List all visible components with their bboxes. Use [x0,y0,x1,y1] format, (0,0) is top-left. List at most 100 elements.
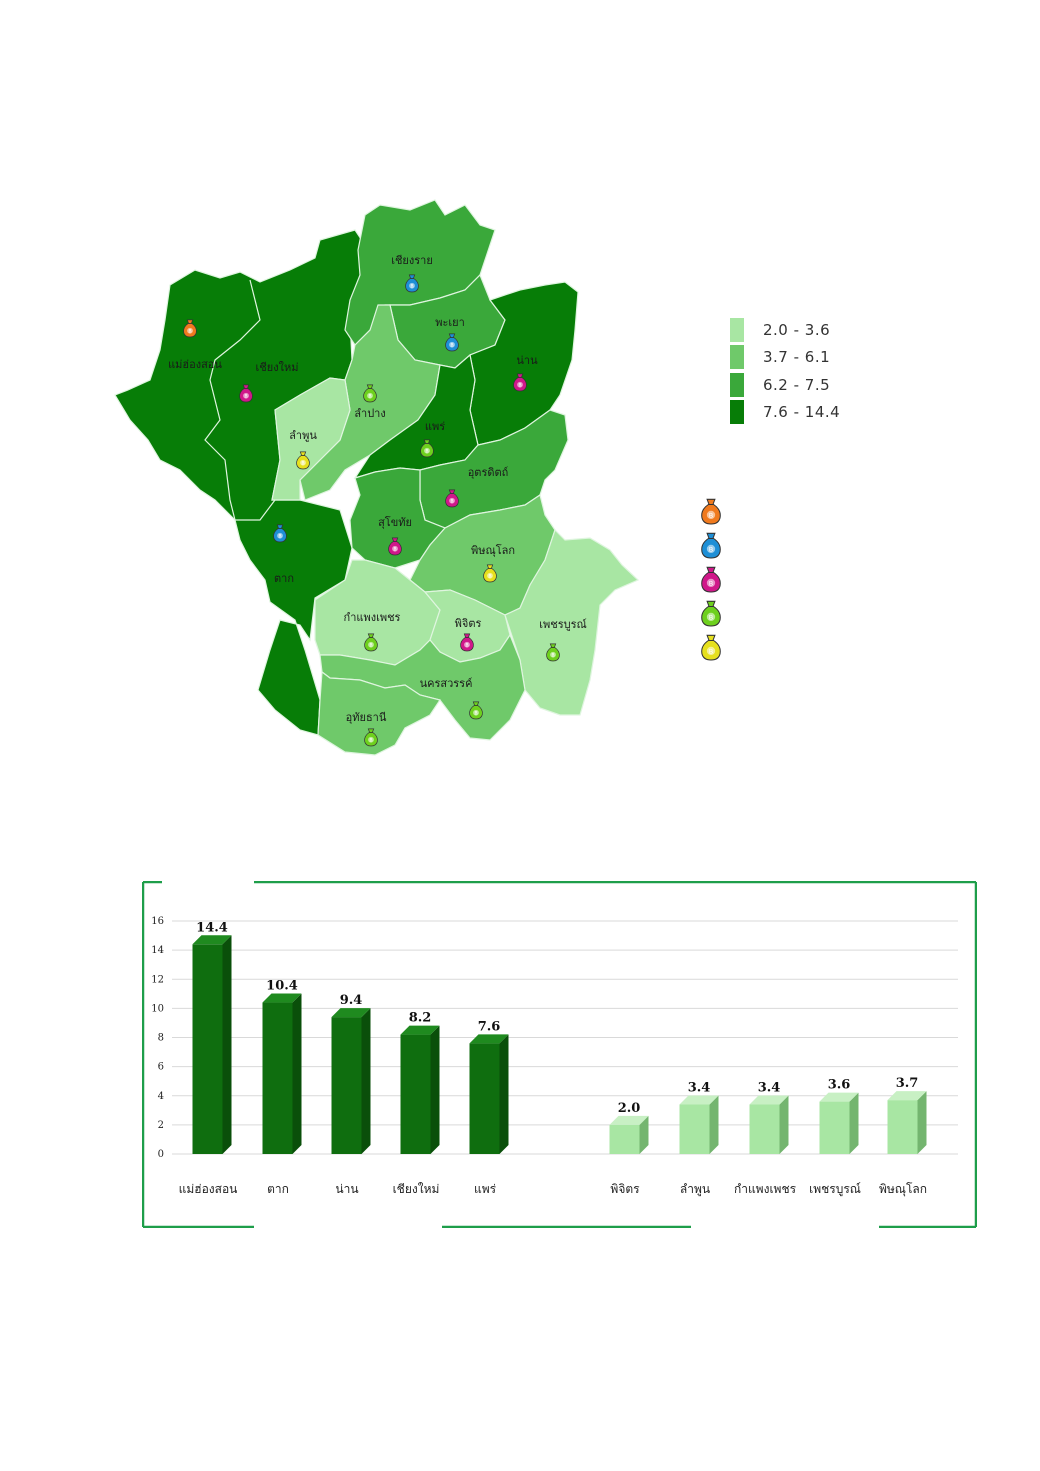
svg-text:B: B [709,614,713,622]
green-money-bag-icon: B [361,383,379,403]
legend-swatch [730,400,744,425]
y-tick-label: 16 [151,916,164,927]
bar [262,1002,293,1154]
svg-text:B: B [393,547,396,553]
legend-item: 6.2 - 7.5 [730,371,840,399]
bar-side [222,935,232,1154]
x-tick-label: ลำพูน [680,1182,710,1197]
bar-top [262,993,302,1003]
province-phetchabun [504,528,640,716]
svg-text:B: B [450,499,453,505]
province-lamphun [271,377,351,501]
province-label: น่าน [516,354,538,367]
svg-text:B: B [465,643,468,649]
legend-label: 3.7 - 6.1 [763,348,831,367]
bar-top [400,1025,440,1035]
svg-text:B: B [709,648,713,656]
bar-side [430,1025,440,1154]
province-label: แม่ฮ่องสอน [168,358,222,371]
svg-text:B: B [368,394,371,400]
svg-text:B: B [369,738,372,744]
bar-side [917,1091,927,1154]
bar-top [192,935,232,945]
province-label: อุตรดิตถ์ [467,466,509,479]
x-tick-label: ตาก [267,1182,289,1196]
province-label: นครสวรรค์ [419,677,473,690]
y-tick-label: 0 [158,1149,164,1160]
svg-text:B: B [709,512,713,520]
legend-label: 7.6 - 14.4 [763,403,841,422]
svg-text:B: B [709,546,713,554]
border-msh-cm [204,279,261,521]
province-lampang [299,304,441,501]
bar-side [779,1095,789,1154]
blue-money-bag-icon: B [403,273,421,293]
magenta-money-bag-icon: B [698,564,724,598]
data-label: 8.2 [409,1011,432,1026]
green-money-bag-icon: B [418,438,436,458]
data-label: 3.6 [828,1078,851,1093]
bar [679,1104,710,1154]
icon-legend: B B B B B [698,496,724,666]
border-cm-tak [235,499,276,521]
province-label: กำแพงเพชร [343,611,401,624]
data-label: 3.7 [896,1076,919,1091]
magenta-money-bag-icon: B [237,383,255,403]
map-legend: 2.0 - 3.6 3.7 - 6.1 6.2 - 7.5 7.6 - 14.4 [730,316,840,426]
x-tick-label: แม่ฮ่องสอน [179,1182,238,1196]
blue-money-bag-icon: B [698,530,724,564]
x-tick-label: เชียงใหม่ [393,1182,440,1196]
magenta-money-bag-icon: B [511,372,529,392]
legend-label: 6.2 - 7.5 [763,375,831,394]
orange-money-bag-icon: B [181,318,199,338]
map-svg [114,199,640,756]
green-money-bag-icon: B [544,642,562,662]
province-label: ตาก [274,572,294,585]
province-label: เพชรบูรณ์ [539,618,587,631]
magenta-money-bag-icon: B [386,536,404,556]
province-label: ลำปาง [354,407,386,420]
magenta-money-bag-icon: B [443,488,461,508]
bar-top [819,1092,859,1102]
bar-top [469,1034,509,1044]
green-money-bag-icon: B [362,727,380,747]
orange-money-bag-icon: B [698,496,724,530]
province-label: เชียงราย [391,254,433,267]
svg-text:B: B [278,534,281,540]
province-label: อุทัยธานี [345,711,387,724]
bar [192,944,223,1154]
bar [331,1017,362,1154]
legend-label: 2.0 - 3.6 [763,320,831,339]
data-label: 2.0 [618,1101,641,1116]
bar [609,1124,640,1154]
legend-swatch [730,317,744,342]
svg-text:B: B [488,574,491,580]
province-label: ลำพูน [289,429,317,442]
data-label: 3.4 [758,1080,781,1095]
bar-side [361,1008,371,1154]
y-tick-label: 2 [158,1120,164,1131]
province-label: พิจิตร [454,617,482,630]
yellow-money-bag-icon: B [698,632,724,666]
data-label: 3.4 [688,1080,711,1095]
green-money-bag-icon: B [698,598,724,632]
bar-side [639,1115,649,1154]
y-tick-label: 8 [158,1033,164,1044]
svg-text:B: B [369,643,372,649]
bar-top [887,1091,927,1101]
legend-item: 3.7 - 6.1 [730,344,840,372]
green-money-bag-icon: B [362,632,380,652]
province-label: พะเยา [435,316,465,329]
bar [400,1034,431,1154]
x-tick-label: เพชรบูรณ์ [809,1182,861,1197]
svg-text:B: B [551,653,554,659]
bar-side [292,993,302,1154]
bar-side [709,1095,719,1154]
yellow-money-bag-icon: B [294,450,312,470]
x-tick-label: กำแพงเพชร [734,1182,797,1196]
province-label: สุโขทัย [378,516,412,529]
svg-text:B: B [244,394,247,400]
svg-text:B: B [709,580,713,588]
x-tick-label: แพร่ [474,1182,497,1196]
chart-svg: 0 2 4 6 8 10 12 14 16 14.4 แม่ฮ่องสอน 10.4 ตาก 9.4 น่า… [142,881,977,1228]
